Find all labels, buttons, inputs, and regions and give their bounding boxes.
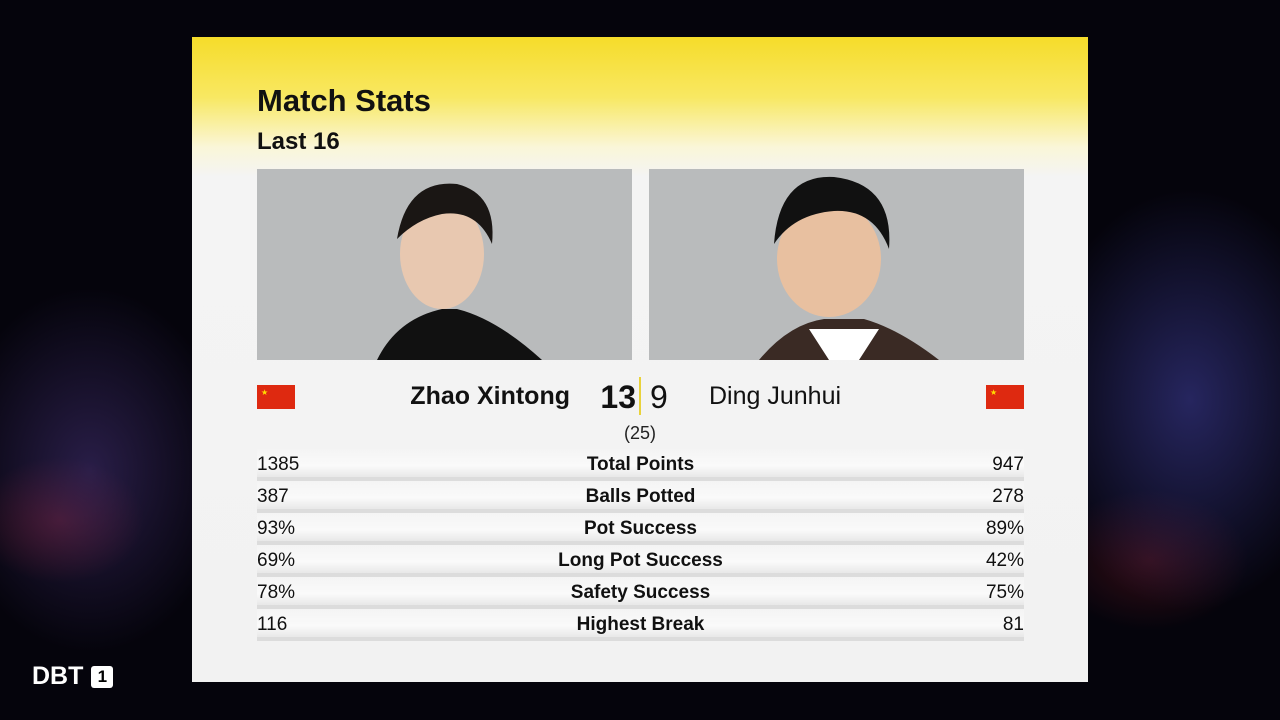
channel-logo: DBT 1 (32, 662, 114, 691)
stat-label: Total Points (586, 454, 695, 475)
score-divider (639, 377, 641, 415)
stat-right: 89% (985, 518, 1024, 539)
player-2-score: 9 (650, 379, 668, 415)
stat-left: 78% (257, 582, 296, 603)
stat-left: 387 (257, 486, 289, 507)
channel-name: DBT (32, 662, 84, 690)
player-2-photo (649, 169, 1024, 360)
stat-left: 1385 (257, 454, 300, 475)
stat-row: 116 Highest Break 81 (257, 609, 1024, 641)
stat-label: Highest Break (576, 614, 705, 635)
player-1-name: Zhao Xintong (410, 382, 570, 410)
round-subtitle: Last 16 (257, 128, 340, 155)
player-1-photo (257, 169, 632, 360)
stat-row: 1385 Total Points 947 (257, 449, 1024, 481)
stat-row: 387 Balls Potted 278 (257, 481, 1024, 513)
best-of-frames: (25) (623, 423, 656, 443)
stat-left: 69% (257, 550, 296, 571)
stat-row: 69% Long Pot Success 42% (257, 545, 1024, 577)
stat-right: 81 (1002, 614, 1024, 635)
match-stats-panel: Match Stats Last 16 ★ ★ Zhao Xintong 13 … (192, 37, 1088, 682)
stat-label: Safety Success (570, 582, 711, 603)
stat-label: Pot Success (584, 518, 697, 539)
page-title: Match Stats (257, 83, 431, 118)
channel-number: 1 (91, 665, 114, 688)
player-2-flag-icon: ★ (986, 385, 1024, 409)
stat-right: 42% (985, 550, 1024, 571)
stat-row: 78% Safety Success 75% (257, 577, 1024, 609)
stat-label: Balls Potted (585, 486, 696, 507)
player-1-score: 13 (600, 379, 636, 415)
stat-row: 93% Pot Success 89% (257, 513, 1024, 545)
stat-label: Long Pot Success (558, 550, 723, 571)
player-1-flag-icon: ★ (257, 385, 295, 409)
stat-right: 75% (985, 582, 1024, 603)
stat-left: 116 (257, 614, 288, 635)
player-2-name: Ding Junhui (709, 382, 842, 410)
stat-left: 93% (257, 518, 296, 539)
stat-right: 278 (992, 486, 1024, 507)
stat-right: 947 (992, 454, 1024, 475)
